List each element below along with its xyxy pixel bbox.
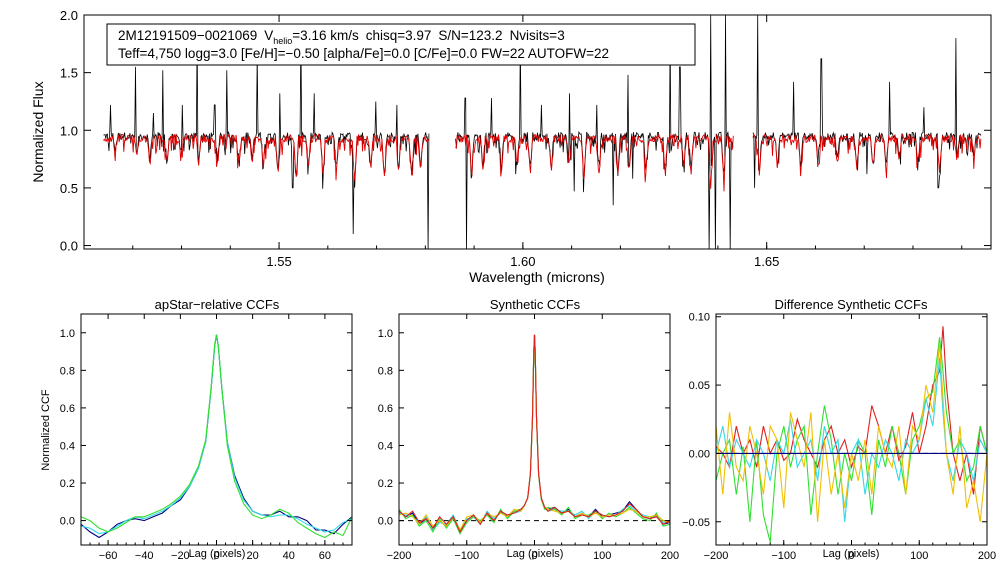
apstar-ccf-x-tick-label: 0	[213, 550, 219, 562]
spectrum-y-tick-label: 1.5	[60, 66, 78, 81]
apstar-ccf-x-tick-label: 20	[247, 550, 259, 562]
difference-ccf-x-tick-label: 100	[910, 550, 928, 562]
apstar-ccf-x-axis-label: Lag (pixels)	[189, 548, 246, 560]
synthetic-ccf-lines	[399, 334, 670, 535]
spectrum-x-tick-label: 1.65	[754, 254, 779, 269]
difference-ccf-x-tick-label: 200	[978, 550, 996, 562]
spectrum-info-box: 2M12191509−0021069 Vhelio=3.16 km/s chisq=…	[106, 23, 696, 66]
spectrum-panel: 1.55 1.60 1.65 0.0 0.5 1.0 1.5 2.0 2M12191509−0…	[30, 8, 992, 285]
difference-ccf-series-visit-3	[716, 357, 987, 522]
difference-ccf-y-tick-label: −0.05	[682, 517, 710, 529]
apstar-ccf-x-tick-label: −20	[171, 550, 190, 562]
vhelio-value: =3.16 km/s	[292, 28, 359, 43]
difference-ccf-y-tick-label: 0.00	[689, 448, 710, 460]
apstar-ccf-series-group	[81, 334, 352, 539]
apstar-ccf-y-tick-label: 0.6	[60, 403, 75, 415]
synthetic-ccf-y-tick-label: 0.8	[378, 365, 393, 377]
spectrum-axes: 1.55 1.60 1.65 0.0 0.5 1.0 1.5 2.0	[60, 8, 991, 269]
apstar-ccf-series-visit-1	[81, 334, 352, 539]
synthetic-ccf-series-group	[399, 334, 670, 535]
synthetic-ccf-x-tick-label: −100	[454, 550, 479, 562]
difference-ccf-y-tick-label: 0.05	[689, 380, 710, 392]
apstar-ccf-y-tick-label: 0.8	[60, 365, 75, 377]
apstar-ccf-y-tick-label: 0.4	[60, 440, 75, 452]
difference-ccf-y-tick-label: 0.10	[689, 312, 710, 324]
apstar-ccf-x-tick-label: 40	[283, 550, 295, 562]
difference-ccf-x-tick-label: −100	[771, 550, 796, 562]
spectrum-series-group	[103, 15, 982, 249]
spectrum-x-axis-label: Wavelength (microns)	[469, 269, 605, 285]
spectrum-model-chip-2	[455, 132, 734, 192]
apstar-ccf-series-visit-2	[81, 334, 352, 535]
spectrum-model-chip-3	[752, 132, 982, 179]
synthetic-ccf-series-visit-5	[399, 334, 670, 534]
synthetic-ccf-x-tick-label: −200	[387, 550, 412, 562]
synthetic-ccf-x-axis-label: Lag (pixels)	[507, 548, 564, 560]
spectrum-y-tick-label: 0.5	[60, 181, 78, 196]
difference-ccf-lines	[716, 326, 987, 543]
synthetic-ccf-series-visit-4	[399, 334, 670, 532]
nvisits-value: Nvisits=3	[510, 28, 565, 43]
spectrum-x-tick-label: 1.55	[266, 254, 291, 269]
apstar-ccf-panel: apStar−relative CCFs −60 −40 −20 0 20 40 60 0.0…	[40, 297, 353, 562]
difference-ccf-x-tick-label: 0	[848, 550, 854, 562]
apstar-ccf-x-tick-label: 60	[319, 550, 331, 562]
spectrum-x-tick-label: 1.60	[510, 254, 535, 269]
spectrum-y-tick-label: 2.0	[60, 8, 78, 23]
synthetic-ccf-y-tick-label: 0.2	[378, 478, 393, 490]
spectrum-y-tick-label: 0.0	[60, 239, 78, 254]
info-line-1: 2M12191509−0021069 Vhelio=3.16 km/s chisq=…	[118, 28, 565, 46]
difference-ccf-series-visit-1	[716, 326, 987, 495]
difference-ccf-series-visit-2	[716, 337, 987, 543]
synthetic-ccf-panel: Synthetic CCFs −200 −100 0 100 200 0.0 0.2 0.4 0…	[378, 297, 679, 562]
difference-ccf-title: Difference Synthetic CCFs	[775, 297, 928, 312]
difference-ccf-series-group	[716, 326, 987, 543]
difference-ccf-x-axis-label: Lag (pixels)	[823, 548, 880, 560]
synthetic-ccf-plot-frame	[398, 313, 671, 546]
apstar-ccf-axes: −60 −40 −20 0 20 40 60 0.0 0.2 0.4 0.6 0.8 1.0	[60, 314, 353, 562]
spectrum-y-axis-label: Normalized Flux	[30, 81, 46, 182]
vhelio-subscript: helio	[273, 36, 292, 46]
apstar-ccf-lines	[81, 334, 352, 539]
stellar-params: Teff=4,750 logg=3.0 [Fe/H]=−0.50 [alpha/…	[118, 46, 609, 61]
difference-ccf-panel: Difference Synthetic CCFs −200 −100 0 100 20…	[682, 297, 996, 562]
apstar-ccf-y-axis-label: Normalized CCF	[40, 389, 52, 471]
synthetic-ccf-y-tick-label: 0.4	[378, 440, 393, 452]
spectrum-model-chip-1	[103, 132, 430, 181]
apstar-ccf-y-tick-label: 0.0	[60, 516, 75, 528]
difference-ccf-plot-frame	[715, 313, 988, 546]
apstar-ccf-title: apStar−relative CCFs	[155, 297, 280, 312]
synthetic-ccf-x-tick-label: 200	[661, 550, 679, 562]
spectrum-observed-chip-3	[752, 15, 982, 189]
difference-ccf-x-tick-label: −200	[704, 550, 729, 562]
apstar-ccf-plot-frame	[80, 313, 353, 546]
synthetic-ccf-title: Synthetic CCFs	[490, 297, 581, 312]
spectrum-plot-frame	[83, 14, 992, 250]
synthetic-ccf-series-visit-1	[399, 334, 670, 534]
difference-ccf-axes: −200 −100 0 100 200 −0.05 0.00 0.05 0.10	[682, 312, 996, 562]
synthetic-ccf-series-visit-2	[399, 334, 670, 532]
spectrum-y-tick-label: 1.0	[60, 123, 78, 138]
spectrum-series-model	[103, 132, 982, 192]
chisq-value: chisq=3.97	[366, 28, 432, 43]
difference-ccf-series-visit-4	[716, 344, 987, 522]
synthetic-ccf-x-tick-label: 100	[593, 550, 611, 562]
vhelio-prefix: V	[264, 28, 273, 43]
apstar-ccf-y-tick-label: 0.2	[60, 478, 75, 490]
apstar-ccf-x-tick-label: −40	[135, 550, 154, 562]
synthetic-ccf-axes: −200 −100 0 100 200 0.0 0.2 0.4 0.6 0.8 1.0	[378, 314, 679, 562]
synthetic-ccf-x-tick-label: 0	[531, 550, 537, 562]
synthetic-ccf-y-tick-label: 1.0	[378, 328, 393, 340]
apstar-ccf-x-tick-label: −60	[99, 550, 118, 562]
snr-value: S/N=123.2	[438, 28, 502, 43]
apstar-ccf-series-visit-3	[81, 334, 352, 539]
apstar-ccf-y-tick-label: 1.0	[60, 328, 75, 340]
object-id: 2M12191509−0021069	[118, 28, 257, 43]
info-box-frame	[106, 23, 696, 66]
synthetic-ccf-y-tick-label: 0.6	[378, 403, 393, 415]
synthetic-ccf-y-tick-label: 0.0	[378, 516, 393, 528]
